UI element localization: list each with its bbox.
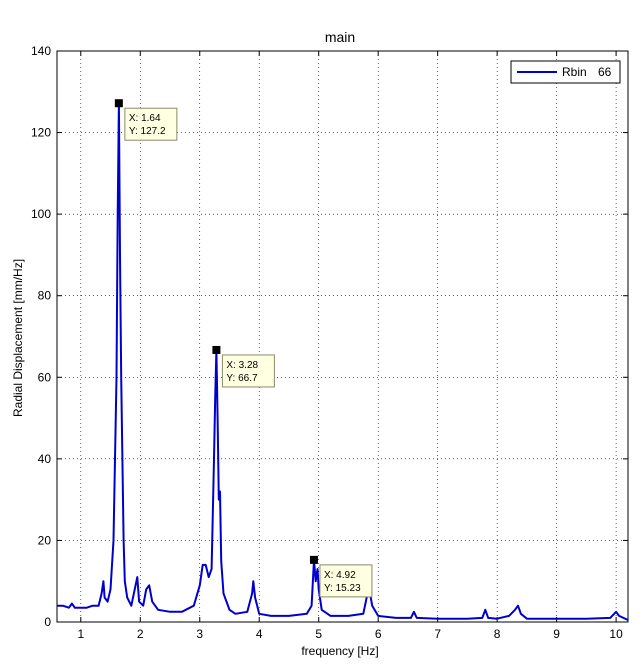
series-layer xyxy=(57,102,629,621)
y-tick-label: 40 xyxy=(38,452,52,466)
datatip-x-label: X: 3.28 xyxy=(226,360,258,371)
legend-value: 66 xyxy=(598,65,612,79)
x-tick-label: 4 xyxy=(256,627,263,641)
datatip-marker xyxy=(212,345,221,354)
legend-box xyxy=(510,60,621,84)
datatip-x-label: X: 4.92 xyxy=(324,570,356,581)
y-tick-label: 0 xyxy=(44,615,51,629)
datatip-y-label: Y: 15.23 xyxy=(324,583,361,594)
annotations: X: 1.64 Y: 127.2 X: 3.28 Y: 66.7 X: 4.92 Y: 1… xyxy=(114,99,373,598)
y-tick-label: 100 xyxy=(31,207,51,221)
y-tick-label: 80 xyxy=(38,289,52,303)
x-tick-label: 3 xyxy=(196,627,203,641)
x-tick-label: 8 xyxy=(494,627,501,641)
datatip-box xyxy=(319,564,373,598)
x-tick-label: 5 xyxy=(315,627,322,641)
datatip-y-label: Y: 127.2 xyxy=(129,126,166,137)
x-tick-label: 1 xyxy=(77,627,84,641)
x-axis-label: frequency [Hz] xyxy=(301,644,378,658)
legend: Rbin 66 xyxy=(510,60,621,84)
plot-area xyxy=(56,50,629,623)
x-tick-label: 7 xyxy=(434,627,441,641)
y-tick-label: 140 xyxy=(31,44,51,58)
y-axis-label: Radial Displacement [mm/Hz] xyxy=(11,259,25,417)
y-tick-label: 20 xyxy=(38,533,52,547)
datatip-box xyxy=(124,107,178,141)
y-tick-label: 60 xyxy=(38,370,52,384)
datatip-box xyxy=(221,354,275,388)
datatip-marker xyxy=(114,99,123,108)
chart-title: main xyxy=(325,29,355,45)
series-line xyxy=(57,102,629,621)
legend-label: Rbin xyxy=(562,65,587,79)
x-tick-label: 10 xyxy=(609,627,623,641)
datatip-marker xyxy=(309,555,318,564)
x-tick-label: 2 xyxy=(137,627,144,641)
datatip-y-label: Y: 66.7 xyxy=(226,373,258,384)
datatip-x-label: X: 1.64 xyxy=(129,113,161,124)
x-tick-label: 6 xyxy=(375,627,382,641)
x-tick-label: 9 xyxy=(553,627,560,641)
y-tick-label: 120 xyxy=(31,126,51,140)
